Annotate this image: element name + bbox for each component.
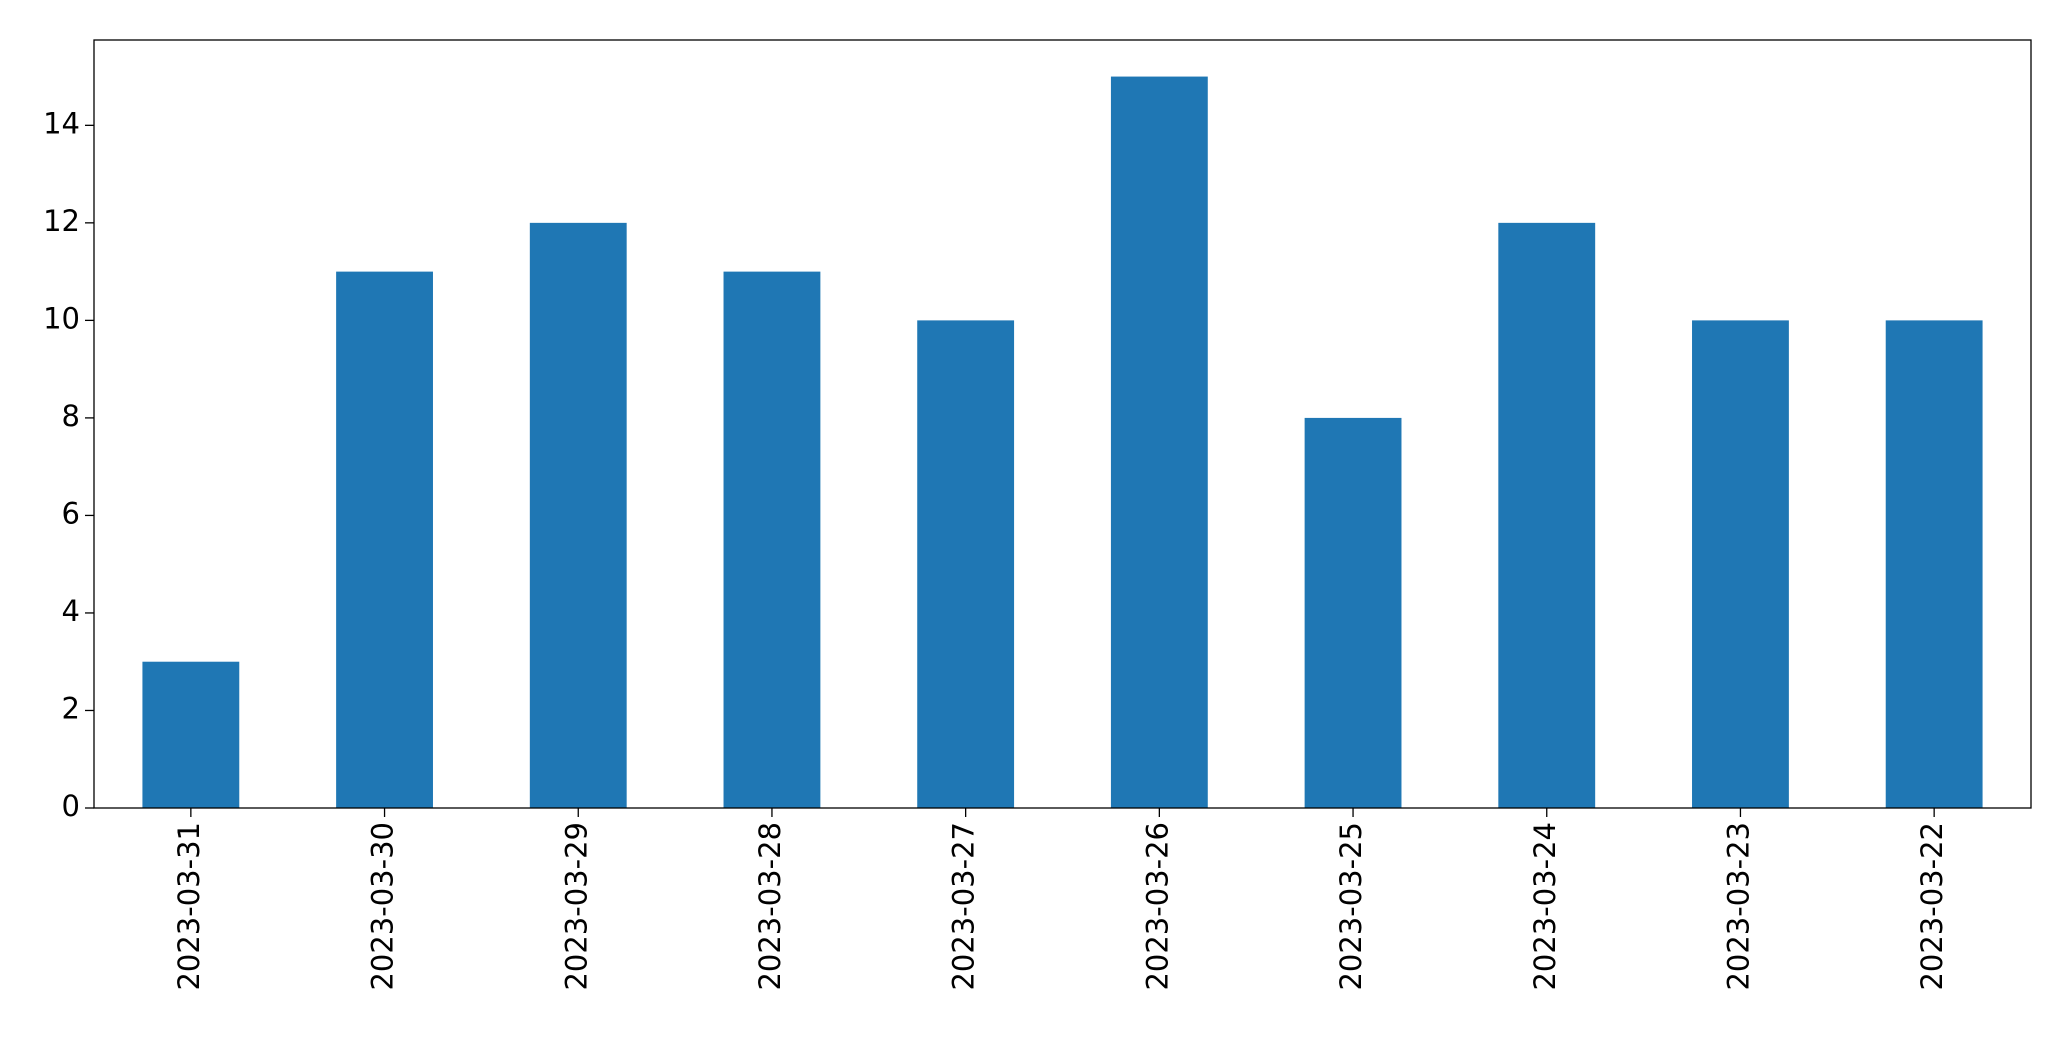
y-tick-label: 4 — [62, 594, 80, 628]
y-tick-label: 0 — [62, 789, 80, 823]
y-tick-label: 8 — [62, 399, 80, 433]
bar — [336, 271, 433, 809]
plot-frame — [93, 39, 2032, 809]
y-tick-label: 2 — [62, 691, 80, 725]
y-tick-label: 6 — [62, 496, 80, 530]
bar — [1498, 222, 1596, 808]
x-tick-label: 2023-03-26 — [1140, 822, 1174, 991]
bar — [917, 320, 1015, 808]
x-tick-label: 2023-03-28 — [753, 822, 787, 991]
y-tick-label: 14 — [43, 106, 80, 140]
x-tick-label: 2023-03-25 — [1334, 822, 1368, 991]
x-tick-label: 2023-03-23 — [1721, 822, 1755, 991]
x-tick-label: 2023-03-31 — [172, 822, 206, 991]
x-tick-label: 2023-03-30 — [366, 822, 400, 991]
x-tick-label: 2023-03-22 — [1915, 822, 1949, 991]
bar — [1692, 320, 1789, 808]
bar — [1885, 320, 1983, 808]
bar — [142, 661, 240, 808]
y-tick-label: 10 — [43, 301, 80, 335]
bar — [1110, 76, 1208, 809]
x-tick-label: 2023-03-27 — [947, 822, 981, 991]
bar — [1304, 417, 1402, 808]
x-tick-label: 2023-03-24 — [1528, 822, 1562, 991]
bar — [723, 271, 821, 809]
y-tick-label: 12 — [43, 204, 80, 238]
x-tick-label: 2023-03-29 — [559, 822, 593, 991]
bar — [529, 222, 627, 808]
